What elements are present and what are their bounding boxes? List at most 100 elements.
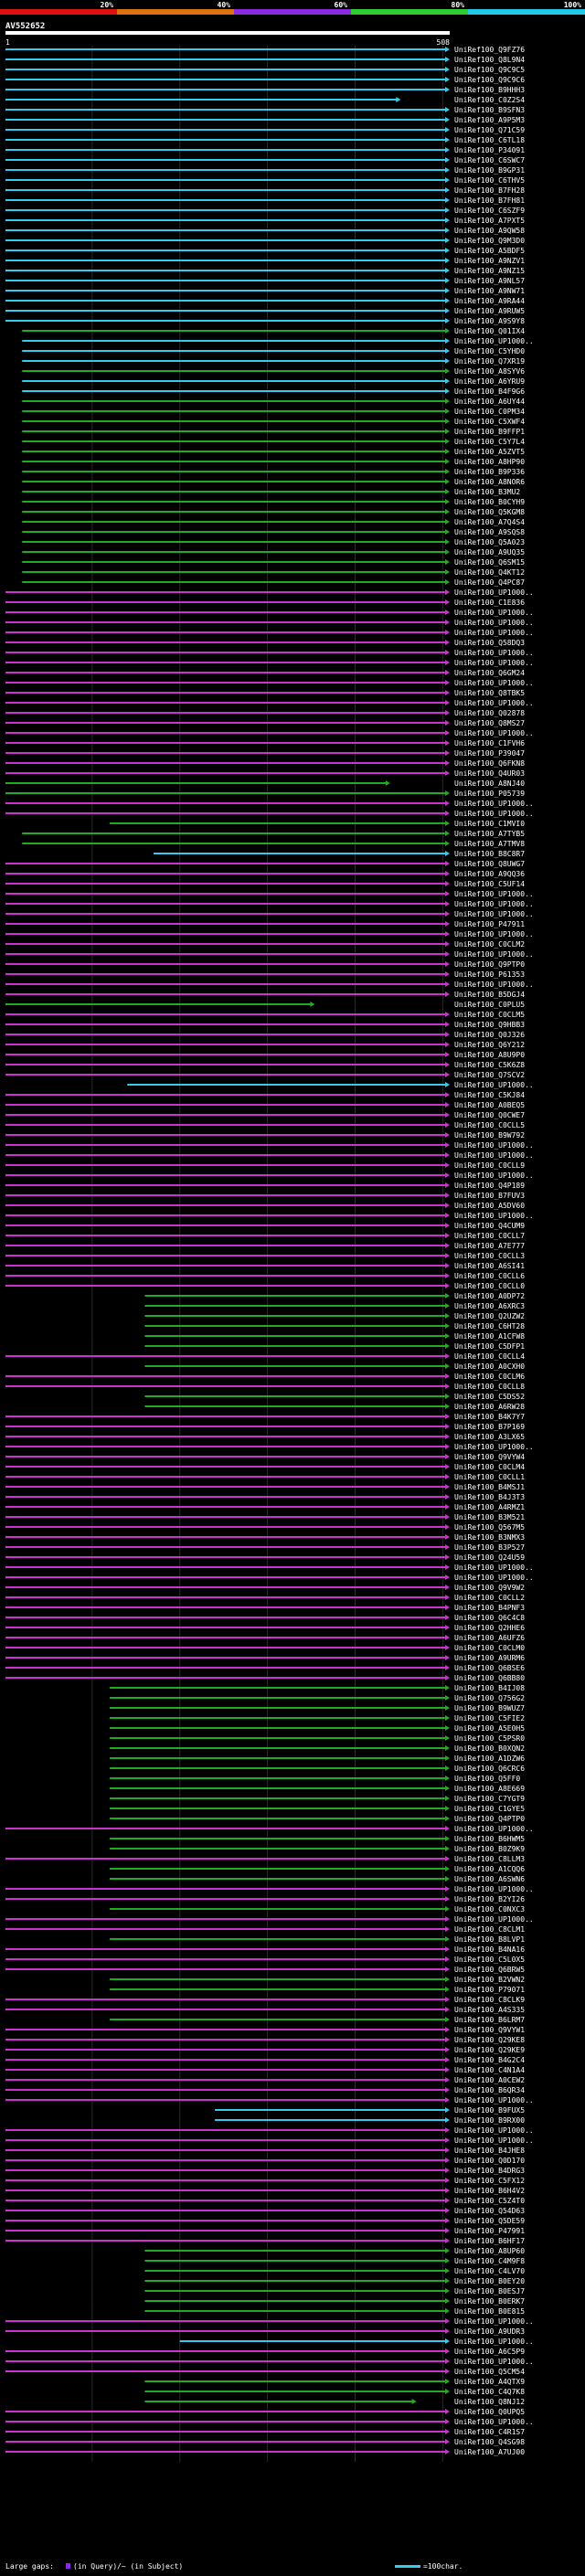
hit-label[interactable]: UniRef100_A1CFW8: [454, 1332, 525, 1341]
hit-label[interactable]: UniRef100_Q4KT12: [454, 568, 525, 577]
hit-label[interactable]: UniRef100_C0CLM5: [454, 1011, 525, 1019]
hit-row[interactable]: UniRef100_A1DZW6: [110, 1754, 525, 1763]
hit-label[interactable]: UniRef100_B0Z9K9: [454, 1845, 525, 1853]
hit-label[interactable]: UniRef100_Q4UR03: [454, 769, 525, 778]
hit-label[interactable]: UniRef100_C8CLK9: [454, 1996, 525, 2004]
hit-row[interactable]: UniRef100_UP1000..: [5, 910, 534, 918]
hit-label[interactable]: UniRef100_Q9M3D0: [454, 237, 525, 245]
hit-row[interactable]: UniRef100_Q4P189: [5, 1182, 525, 1190]
hit-label[interactable]: UniRef100_C5YHD0: [454, 347, 525, 355]
hit-row[interactable]: UniRef100_B0Z9K9: [110, 1845, 525, 1853]
hit-row[interactable]: UniRef100_B7FH28: [5, 186, 525, 195]
hit-row[interactable]: UniRef100_C0CLL3: [5, 1252, 525, 1260]
hit-label[interactable]: UniRef100_UP1000..: [454, 2317, 534, 2326]
hit-label[interactable]: UniRef100_Q9FZ76: [454, 46, 525, 54]
hit-label[interactable]: UniRef100_Q9PTP0: [454, 960, 525, 969]
hit-label[interactable]: UniRef100_B7P169: [454, 1423, 525, 1431]
hit-label[interactable]: UniRef100_UP1000..: [454, 1151, 534, 1160]
hit-label[interactable]: UniRef100_UP1000..: [454, 2136, 534, 2145]
hit-row[interactable]: UniRef100_B4NA16: [5, 1945, 525, 1954]
hit-row[interactable]: UniRef100_C5FIE2: [110, 1714, 525, 1723]
hit-label[interactable]: UniRef100_B9FFP1: [454, 428, 525, 436]
hit-label[interactable]: UniRef100_A6XRC3: [454, 1302, 525, 1310]
hit-row[interactable]: UniRef100_C1MVI0: [110, 820, 525, 828]
hit-label[interactable]: UniRef100_B7FH81: [454, 196, 525, 205]
hit-label[interactable]: UniRef100_UP1000..: [454, 1564, 534, 1572]
hit-label[interactable]: UniRef100_UP1000..: [454, 1915, 534, 1924]
hit-row[interactable]: UniRef100_Q29KE9: [5, 2046, 525, 2054]
hit-label[interactable]: UniRef100_C6HT28: [454, 1322, 525, 1330]
hit-row[interactable]: UniRef100_C0CLL1: [5, 1473, 525, 1481]
hit-label[interactable]: UniRef100_Q29KE8: [454, 2036, 525, 2044]
hit-label[interactable]: UniRef100_Q8TBK5: [454, 689, 525, 697]
hit-row[interactable]: UniRef100_Q756G2: [110, 1694, 525, 1702]
hit-label[interactable]: UniRef100_UP1000..: [454, 1212, 534, 1220]
hit-label[interactable]: UniRef100_UP1000..: [454, 1885, 534, 1893]
hit-row[interactable]: UniRef100_UP1000..: [5, 810, 534, 818]
hit-label[interactable]: UniRef100_A5DV60: [454, 1202, 525, 1210]
hit-label[interactable]: UniRef100_C1E836: [454, 599, 525, 607]
hit-label[interactable]: UniRef100_Q02878: [454, 709, 525, 717]
hit-label[interactable]: UniRef100_C0CLL2: [454, 1594, 525, 1602]
hit-row[interactable]: UniRef100_B4F9G6: [22, 387, 525, 396]
hit-label[interactable]: UniRef100_A4QTX9: [454, 2378, 525, 2386]
hit-label[interactable]: UniRef100_Q58DQ3: [454, 639, 525, 647]
hit-row[interactable]: UniRef100_A0CXH0: [144, 1362, 525, 1371]
hit-label[interactable]: UniRef100_UP1000..: [454, 699, 534, 707]
hit-row[interactable]: UniRef100_Q4CUM9: [5, 1222, 525, 1230]
hit-row[interactable]: UniRef100_Q9VYW1: [5, 2026, 525, 2034]
hit-row[interactable]: UniRef100_Q6GM24: [5, 669, 525, 677]
hit-row[interactable]: UniRef100_Q8L9N4: [5, 56, 525, 64]
hit-label[interactable]: UniRef100_B4JHE8: [454, 2147, 525, 2155]
hit-label[interactable]: UniRef100_B6HWM5: [454, 1835, 525, 1843]
hit-row[interactable]: UniRef100_P39047: [5, 749, 525, 758]
hit-label[interactable]: UniRef100_C0CLL4: [454, 1352, 525, 1361]
hit-label[interactable]: UniRef100_UP1000..: [454, 2418, 534, 2426]
hit-row[interactable]: UniRef100_C0PM34: [22, 408, 525, 416]
hit-row[interactable]: UniRef100_Q6SM15: [22, 558, 525, 567]
hit-row[interactable]: UniRef100_A9NZ15: [5, 267, 525, 275]
hit-label[interactable]: UniRef100_B4DRG3: [454, 2167, 525, 2175]
hit-label[interactable]: UniRef100_C4N1A4: [454, 2066, 525, 2074]
hit-row[interactable]: UniRef100_UP1000..: [5, 659, 534, 667]
hit-label[interactable]: UniRef100_A8SYV6: [454, 367, 525, 376]
hit-row[interactable]: UniRef100_Q4SG98: [5, 2438, 525, 2446]
hit-label[interactable]: UniRef100_UP1000..: [454, 659, 534, 667]
hit-row[interactable]: UniRef100_Q5DE59: [5, 2217, 525, 2225]
hit-row[interactable]: UniRef100_C0CLL8: [5, 1383, 525, 1391]
hit-label[interactable]: UniRef100_C5Y7L4: [454, 438, 525, 446]
hit-label[interactable]: UniRef100_A6SI41: [454, 1262, 525, 1270]
hit-label[interactable]: UniRef100_UP1000..: [454, 2096, 534, 2104]
hit-label[interactable]: UniRef100_A8NOR6: [454, 478, 525, 486]
hit-row[interactable]: UniRef100_C5KJ84: [5, 1091, 525, 1099]
hit-row[interactable]: UniRef100_B0E815: [144, 2307, 525, 2316]
hit-row[interactable]: UniRef100_B9SFN3: [5, 106, 525, 114]
hit-row[interactable]: UniRef100_UP1000..: [5, 930, 534, 938]
hit-label[interactable]: UniRef100_A9NW71: [454, 287, 525, 295]
hit-row[interactable]: UniRef100_B0ESJ7: [144, 2287, 525, 2295]
hit-row[interactable]: UniRef100_C6SWC7: [5, 156, 525, 164]
hit-row[interactable]: UniRef100_B2VWN2: [110, 1976, 525, 1984]
hit-label[interactable]: UniRef100_UP1000..: [454, 337, 534, 345]
hit-label[interactable]: UniRef100_B9RX00: [454, 2116, 525, 2125]
hit-label[interactable]: UniRef100_UP1000..: [454, 1141, 534, 1150]
hit-row[interactable]: UniRef100_A9SQS8: [22, 528, 525, 536]
hit-label[interactable]: UniRef100_A9NL57: [454, 277, 525, 285]
hit-label[interactable]: UniRef100_Q8L9N4: [454, 56, 525, 64]
hit-row[interactable]: UniRef100_A9NW71: [5, 287, 525, 295]
hit-row[interactable]: UniRef100_B4JHE8: [5, 2147, 525, 2155]
hit-label[interactable]: UniRef100_UP1000..: [454, 981, 534, 989]
hit-row[interactable]: UniRef100_Q58DQ3: [5, 639, 525, 647]
hit-label[interactable]: UniRef100_B9FUX5: [454, 2106, 525, 2115]
hit-row[interactable]: UniRef100_B4DRG3: [5, 2167, 525, 2175]
hit-label[interactable]: UniRef100_UP1000..: [454, 950, 534, 959]
hit-label[interactable]: UniRef100_B0ESJ7: [454, 2287, 525, 2295]
hit-label[interactable]: UniRef100_C5L0X5: [454, 1956, 525, 1964]
hit-row[interactable]: UniRef100_Q5A023: [22, 538, 525, 546]
hit-label[interactable]: UniRef100_B0XQN2: [454, 1744, 525, 1753]
hit-row[interactable]: UniRef100_Q5CM54: [5, 2368, 525, 2376]
hit-label[interactable]: UniRef100_P05739: [454, 790, 525, 798]
hit-row[interactable]: UniRef100_Q24U59: [5, 1553, 525, 1562]
hit-row[interactable]: UniRef100_C0CLM0: [5, 1644, 525, 1652]
hit-label[interactable]: UniRef100_UP1000..: [454, 2337, 534, 2346]
